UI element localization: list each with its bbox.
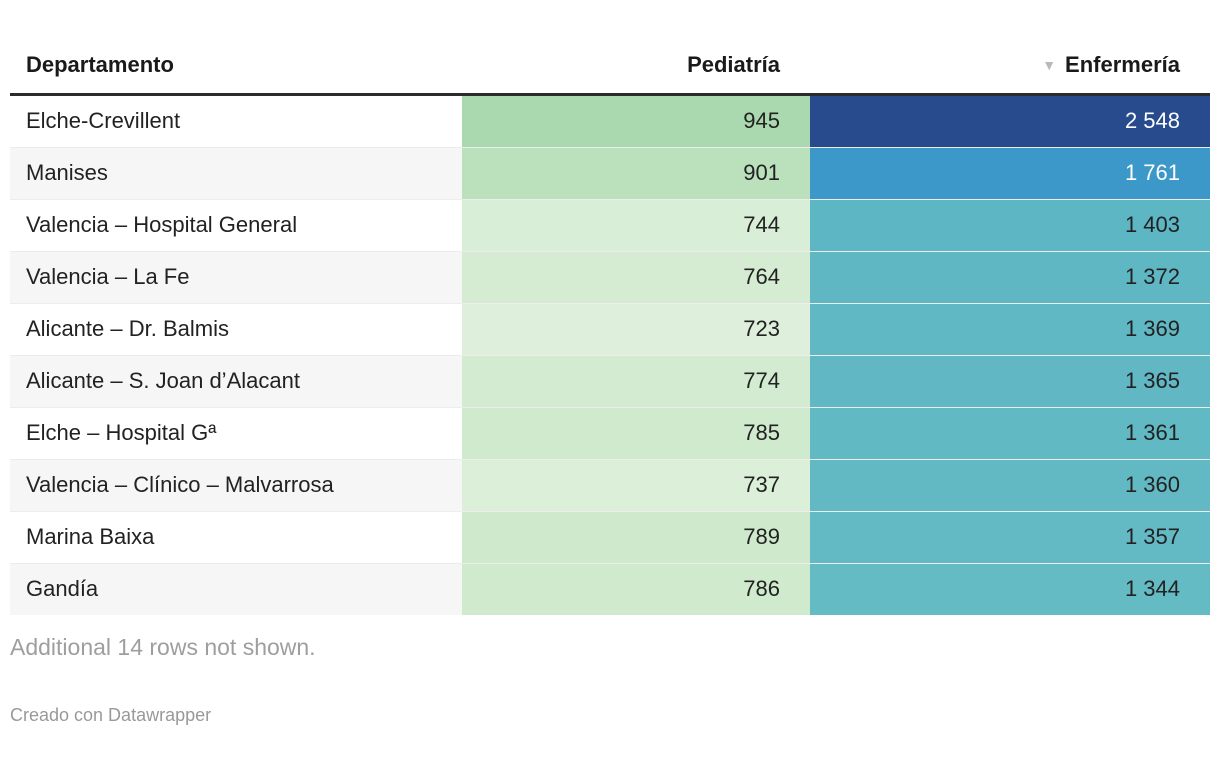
cell-pediatria-value: 785 [462,407,810,460]
cell-enfermeria-value: 1 344 [810,563,1210,615]
table-header: Departamento Pediatría ▼ Enfermería [10,40,1210,96]
cell-departamento: Valencia – Clínico – Malvarrosa [10,459,462,512]
datawrapper-table-page: Departamento Pediatría ▼ Enfermería Elche… [10,40,1210,725]
cell-enfermeria-value: 1 372 [810,251,1210,304]
cell-enfermeria-value: 1 361 [810,407,1210,460]
cell-pediatria-value: 774 [462,355,810,408]
cell-enfermeria-value: 1 357 [810,511,1210,564]
cell-departamento: Alicante – Dr. Balmis [10,303,462,356]
table-row: Gandía 786 1 344 [10,563,1210,615]
cell-departamento: Gandía [10,563,462,615]
cell-departamento: Manises [10,147,462,200]
table-row: Elche-Crevillent 945 2 548 [10,94,1210,148]
table-row: Manises 901 1 761 [10,147,1210,200]
cell-enfermeria-value: 1 761 [810,147,1210,200]
header-row: Departamento Pediatría ▼ Enfermería [10,40,1210,96]
cell-enfermeria-value: 1 403 [810,199,1210,252]
table-row: Alicante – Dr. Balmis 723 1 369 [10,303,1210,356]
data-table: Departamento Pediatría ▼ Enfermería Elche… [10,40,1210,615]
table-row: Valencia – La Fe 764 1 372 [10,251,1210,304]
column-header-departamento[interactable]: Departamento [10,40,462,96]
cell-enfermeria-value: 2 548 [810,94,1210,148]
cell-departamento: Alicante – S. Joan d’Alacant [10,355,462,408]
table-row: Valencia – Clínico – Malvarrosa 737 1 360 [10,459,1210,512]
cell-pediatria-value: 737 [462,459,810,512]
cell-pediatria-value: 744 [462,199,810,252]
cell-pediatria-value: 901 [462,147,810,200]
column-header-enfermeria-label: Enfermería [1065,52,1180,77]
cell-enfermeria-value: 1 365 [810,355,1210,408]
cell-pediatria-value: 789 [462,511,810,564]
cell-departamento: Valencia – Hospital General [10,199,462,252]
table-row: Alicante – S. Joan d’Alacant 774 1 365 [10,355,1210,408]
cell-pediatria-value: 945 [462,94,810,148]
datawrapper-credit: Creado con Datawrapper [10,705,212,725]
cell-enfermeria-value: 1 369 [810,303,1210,356]
sort-descending-icon: ▼ [1042,57,1057,73]
column-header-pediatria[interactable]: Pediatría [462,40,810,96]
rows-not-shown-note: Additional 14 rows not shown. [10,634,316,660]
cell-departamento: Elche – Hospital Gª [10,407,462,460]
cell-pediatria-value: 723 [462,303,810,356]
cell-enfermeria-value: 1 360 [810,459,1210,512]
cell-pediatria-value: 764 [462,251,810,304]
table-row: Marina Baixa 789 1 357 [10,511,1210,564]
table-row: Valencia – Hospital General 744 1 403 [10,199,1210,252]
column-header-enfermeria[interactable]: ▼ Enfermería [810,40,1210,96]
cell-departamento: Valencia – La Fe [10,251,462,304]
cell-departamento: Marina Baixa [10,511,462,564]
table-body: Elche-Crevillent 945 2 548 Manises 901 1 761 V… [10,94,1210,615]
cell-pediatria-value: 786 [462,563,810,615]
table-row: Elche – Hospital Gª 785 1 361 [10,407,1210,460]
cell-departamento: Elche-Crevillent [10,94,462,148]
